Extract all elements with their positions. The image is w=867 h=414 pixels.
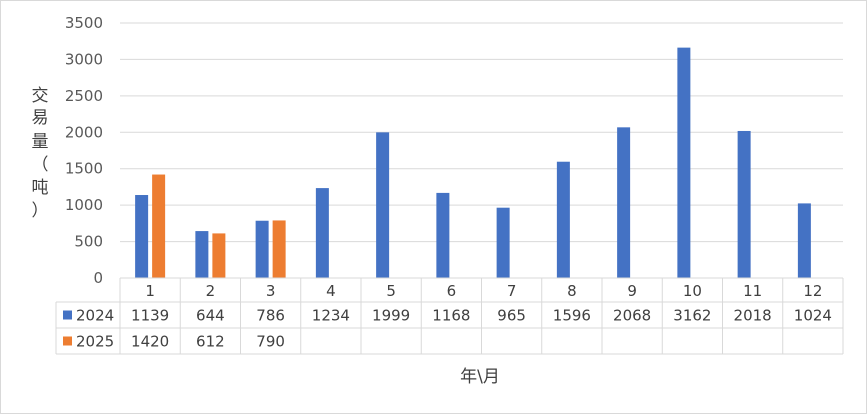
y-axis-label-char: 易	[32, 108, 49, 128]
y-tick-label: 1500	[65, 160, 103, 178]
x-axis-label: 年\月	[460, 367, 500, 387]
legend-swatch-2025	[63, 336, 72, 346]
x-tick-label: 2	[206, 282, 216, 300]
x-tick-label: 10	[683, 282, 702, 300]
x-tick-label: 11	[743, 282, 762, 300]
bar-2024-9	[617, 127, 631, 279]
y-axis-label-char: 吨	[32, 178, 49, 198]
data-label-2025-3: 790	[256, 333, 285, 351]
data-label-2024-10: 3162	[673, 307, 711, 325]
x-tick-label: 12	[803, 282, 822, 300]
y-axis-label-char: （	[32, 155, 49, 175]
data-label-2024-6: 1168	[432, 307, 470, 325]
bar-2024-7	[496, 207, 510, 278]
data-label-2024-12: 1024	[794, 307, 832, 325]
bar-2024-12	[797, 203, 811, 278]
y-tick-label: 2500	[65, 87, 103, 105]
data-label-2024-1: 1139	[131, 307, 169, 325]
bar-2025-3	[272, 220, 286, 278]
y-tick-label: 2000	[65, 123, 103, 141]
y-tick-label: 3000	[65, 50, 103, 68]
data-label-2024-5: 1999	[372, 307, 410, 325]
bar-2024-10	[677, 47, 691, 278]
x-tick-label: 3	[266, 282, 276, 300]
y-axis-label-char: ）	[32, 201, 49, 221]
data-label-2025-2: 612	[196, 333, 225, 351]
y-tick-label: 1000	[65, 196, 103, 214]
x-tick-label: 5	[386, 282, 396, 300]
data-label-2024-2: 644	[196, 307, 225, 325]
y-tick-label: 0	[93, 269, 103, 287]
x-tick-label: 8	[567, 282, 577, 300]
bar-2024-8	[556, 161, 570, 278]
data-label-2025-1: 1420	[131, 333, 169, 351]
x-tick-label: 9	[627, 282, 637, 300]
x-tick-label: 4	[326, 282, 336, 300]
legend-label-2024: 2024	[76, 307, 114, 325]
gridlines	[120, 22, 843, 243]
y-tick-label: 500	[74, 233, 103, 251]
bar-2024-1	[135, 195, 149, 278]
bar-2025-2	[212, 233, 226, 278]
data-label-2024-4: 1234	[312, 307, 350, 325]
bar-2024-4	[315, 188, 329, 278]
bar-2025-1	[152, 174, 166, 278]
bar-2024-2	[195, 231, 209, 278]
bar-2024-3	[255, 220, 269, 278]
y-axis-label-char: 量	[32, 132, 49, 152]
y-axis-label-char: 交	[32, 86, 49, 106]
data-label-2024-3: 786	[256, 307, 285, 325]
bar-2024-5	[376, 132, 390, 278]
y-tick-label: 3500	[65, 14, 103, 32]
bars	[135, 47, 811, 279]
x-tick-label: 6	[447, 282, 457, 300]
data-label-2024-11: 2018	[734, 307, 772, 325]
bar-2024-6	[436, 192, 450, 278]
data-label-2024-8: 1596	[553, 307, 591, 325]
x-tick-label: 7	[507, 282, 517, 300]
data-label-2024-7: 965	[497, 307, 526, 325]
bar-2024-11	[737, 130, 751, 278]
legend-swatch-2024	[63, 310, 72, 320]
data-label-2024-9: 2068	[613, 307, 651, 325]
x-tick-label: 1	[145, 282, 155, 300]
y-axis-ticks: 0 500 1000 1500 2000 2500 3000 3500	[65, 14, 103, 287]
y-axis-label: 交易量 （ 吨 ）	[32, 86, 49, 221]
legend-label-2025: 2025	[76, 333, 114, 351]
